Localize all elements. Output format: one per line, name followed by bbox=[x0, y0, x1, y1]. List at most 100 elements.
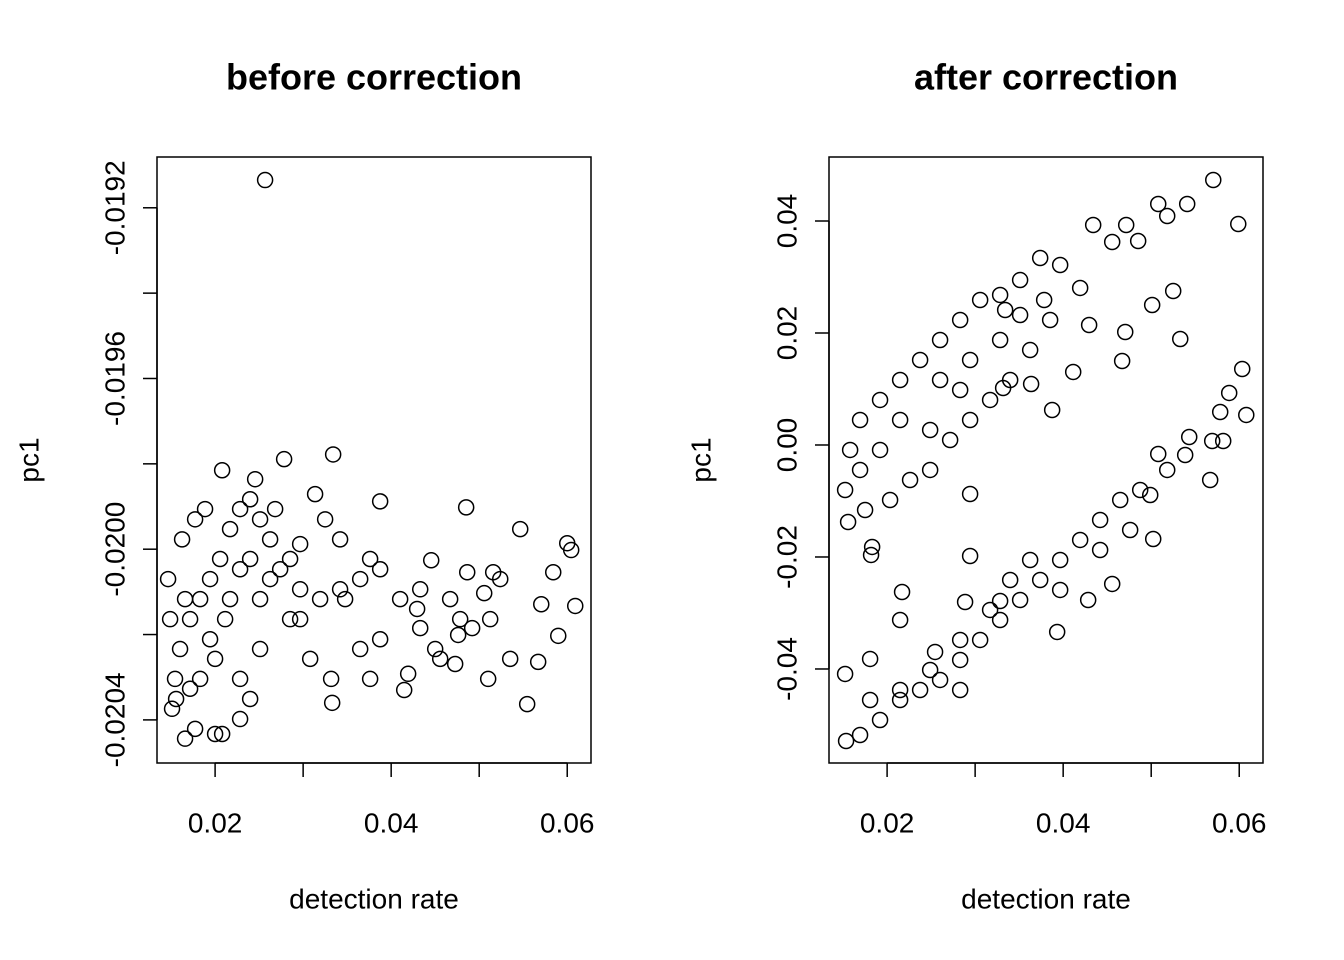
point bbox=[951, 631, 969, 649]
point bbox=[161, 610, 179, 628]
point bbox=[1116, 323, 1134, 341]
y-tick-label: -0.0196 bbox=[99, 331, 130, 426]
point bbox=[256, 171, 274, 189]
point bbox=[1201, 471, 1219, 489]
point bbox=[391, 590, 409, 608]
point bbox=[281, 550, 299, 568]
point bbox=[1064, 363, 1082, 381]
point bbox=[281, 610, 299, 628]
point bbox=[1043, 401, 1061, 419]
point bbox=[216, 610, 234, 628]
point bbox=[961, 351, 979, 369]
point bbox=[196, 500, 214, 518]
point bbox=[956, 593, 974, 611]
point bbox=[871, 711, 889, 729]
point bbox=[991, 331, 1009, 349]
point bbox=[166, 670, 184, 688]
point bbox=[941, 431, 959, 449]
point bbox=[1149, 195, 1167, 213]
x-tick-label: 0.04 bbox=[1036, 807, 1091, 838]
point bbox=[306, 485, 324, 503]
point bbox=[891, 611, 909, 629]
point bbox=[251, 590, 269, 608]
x-tick-label: 0.06 bbox=[540, 807, 595, 838]
x-tick-label: 0.02 bbox=[860, 807, 915, 838]
point bbox=[241, 690, 259, 708]
point bbox=[231, 670, 249, 688]
point bbox=[371, 493, 389, 510]
point bbox=[836, 481, 854, 499]
point bbox=[1230, 215, 1247, 233]
point bbox=[501, 650, 519, 668]
point bbox=[336, 590, 354, 608]
point bbox=[301, 650, 319, 668]
y-axis-label: pc1 bbox=[13, 437, 44, 482]
point bbox=[181, 680, 199, 697]
point bbox=[901, 471, 919, 489]
point bbox=[1011, 271, 1029, 289]
y-tick-label: -0.04 bbox=[771, 637, 802, 701]
point bbox=[891, 681, 909, 699]
point bbox=[996, 301, 1014, 319]
point bbox=[411, 619, 429, 637]
point bbox=[931, 671, 949, 689]
point bbox=[851, 411, 869, 429]
point bbox=[231, 561, 249, 578]
y-tick-label: 0.00 bbox=[771, 418, 802, 473]
point bbox=[961, 411, 979, 429]
point bbox=[241, 550, 259, 568]
point bbox=[351, 570, 369, 588]
point bbox=[544, 563, 562, 581]
point bbox=[891, 691, 909, 709]
point bbox=[851, 461, 869, 479]
point bbox=[991, 611, 1009, 629]
point bbox=[261, 531, 279, 548]
point bbox=[1214, 432, 1232, 450]
point bbox=[201, 570, 219, 588]
point bbox=[316, 511, 334, 528]
point bbox=[449, 626, 467, 644]
point bbox=[1071, 531, 1089, 549]
point bbox=[1158, 207, 1176, 225]
point bbox=[1001, 571, 1019, 589]
point bbox=[1143, 296, 1161, 314]
point bbox=[475, 584, 493, 602]
point bbox=[1084, 216, 1102, 234]
point bbox=[951, 381, 969, 399]
y-tick-label: -0.02 bbox=[771, 525, 802, 589]
point bbox=[221, 520, 239, 538]
point bbox=[1022, 375, 1040, 393]
point bbox=[408, 600, 426, 618]
x-axis-label: detection rate bbox=[289, 883, 459, 914]
point bbox=[271, 561, 289, 578]
point bbox=[181, 610, 199, 628]
point bbox=[981, 391, 999, 409]
chart-title: after correction bbox=[914, 57, 1178, 98]
point bbox=[411, 581, 429, 598]
point bbox=[241, 491, 259, 508]
point bbox=[1238, 406, 1255, 424]
point bbox=[422, 552, 440, 569]
point bbox=[1117, 216, 1135, 234]
point bbox=[481, 610, 499, 628]
point bbox=[1011, 306, 1029, 324]
point bbox=[1031, 249, 1049, 267]
point bbox=[836, 665, 854, 683]
point bbox=[1021, 551, 1039, 569]
point bbox=[1158, 461, 1176, 479]
point bbox=[446, 655, 464, 673]
point bbox=[981, 601, 999, 619]
y-tick-label: 0.02 bbox=[771, 306, 802, 361]
point bbox=[529, 653, 547, 671]
point bbox=[399, 665, 417, 683]
point bbox=[931, 331, 949, 349]
point bbox=[426, 640, 444, 658]
point bbox=[213, 725, 231, 743]
point bbox=[251, 511, 269, 528]
point bbox=[371, 630, 389, 648]
point bbox=[206, 725, 224, 743]
point bbox=[331, 581, 349, 598]
point bbox=[1144, 530, 1162, 548]
point bbox=[171, 640, 189, 658]
